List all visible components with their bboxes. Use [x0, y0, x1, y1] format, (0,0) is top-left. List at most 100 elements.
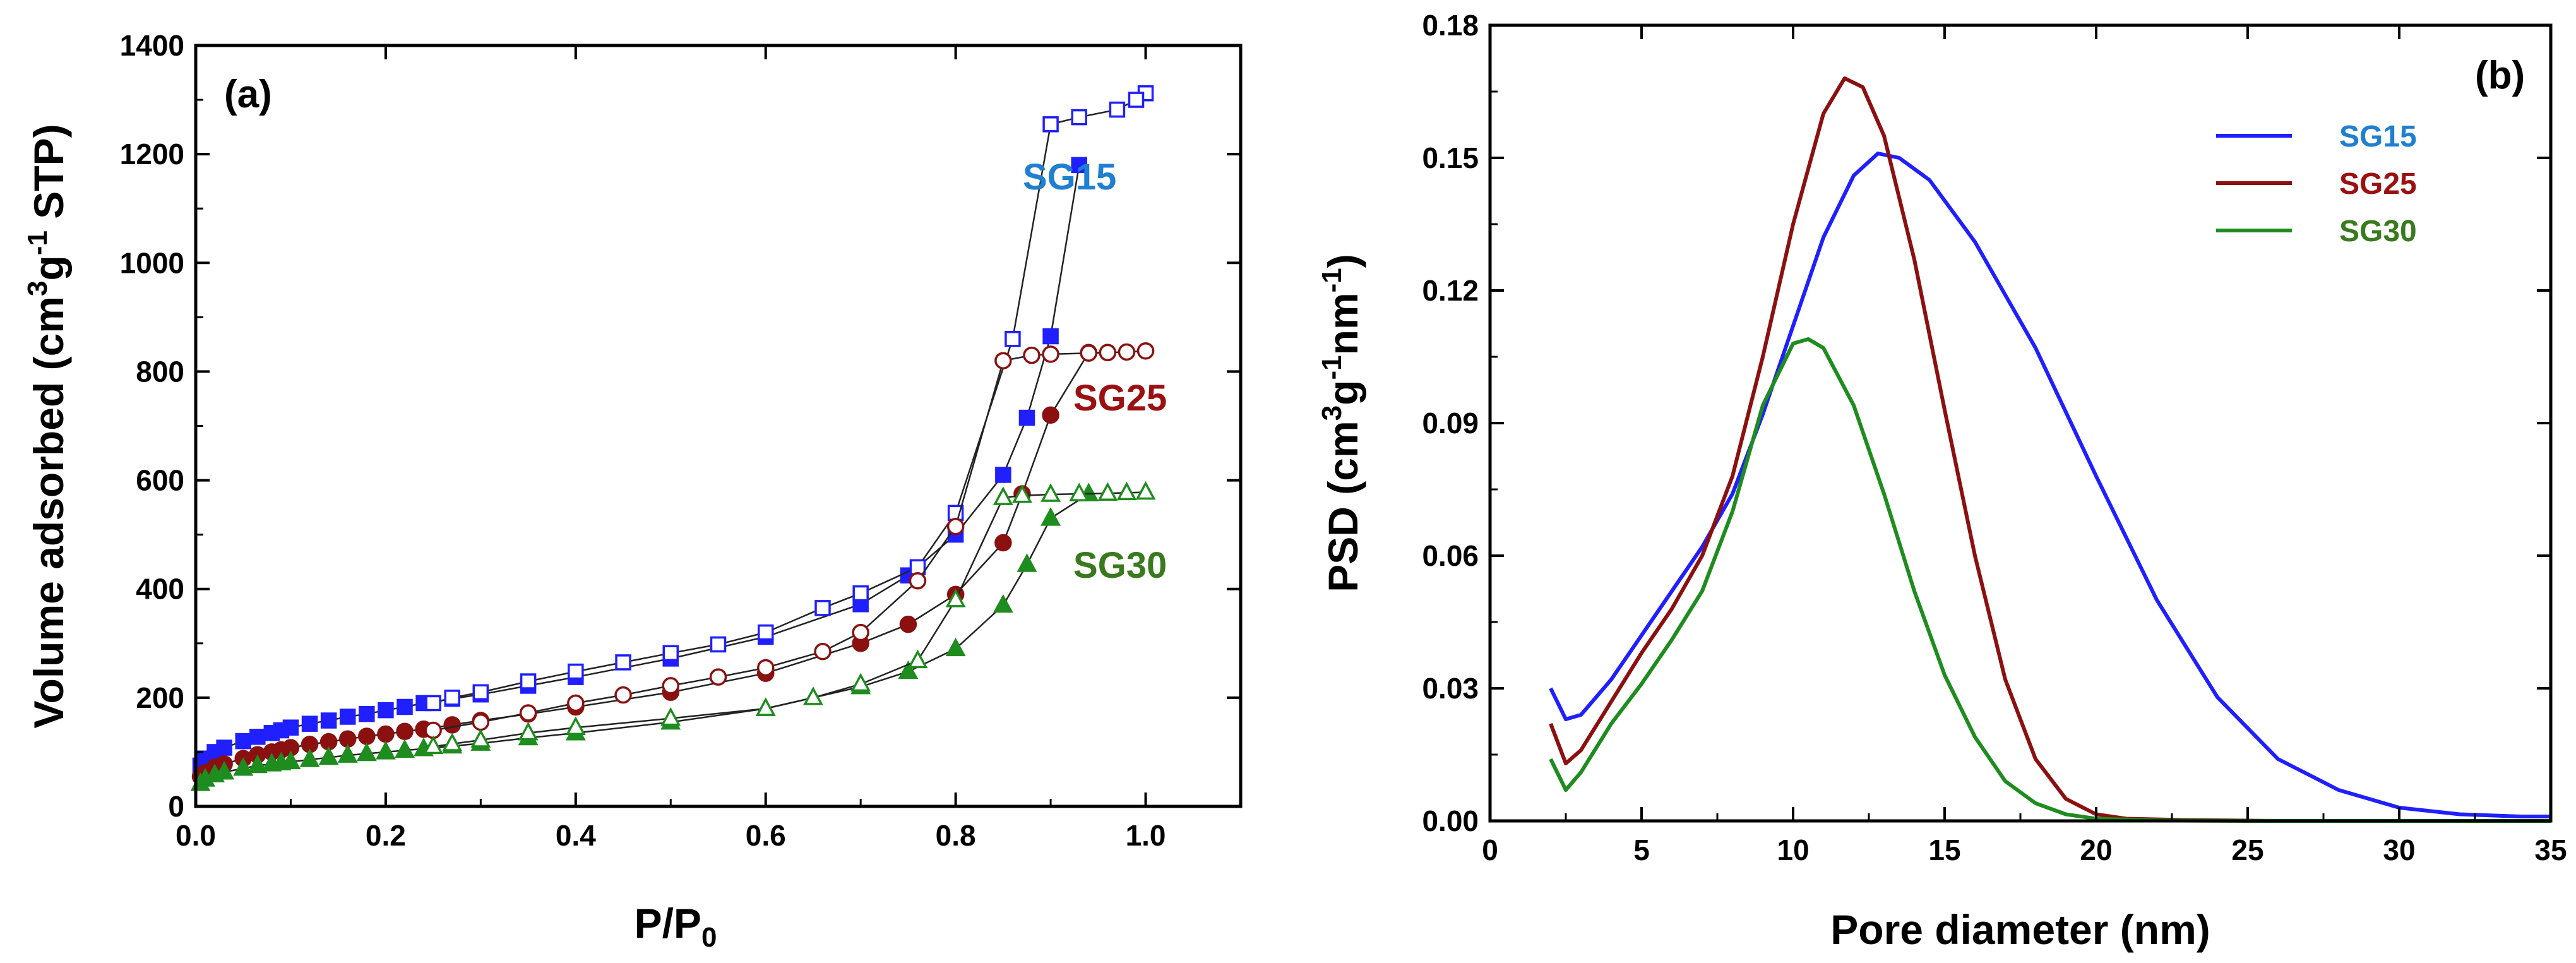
b-y-tick-label: 0.06 [1422, 539, 1479, 572]
sg30-desorption-point [1069, 482, 1090, 501]
sg30-desorption-point [470, 729, 491, 748]
a-y-axis-sup1: 3 [22, 281, 53, 296]
sg25-adsorption-point [377, 725, 395, 743]
sg30-desorption-point [993, 486, 1013, 505]
b-y-axis-mid: g [1320, 380, 1366, 405]
a-x-tick-label: 0.6 [746, 819, 786, 852]
a-label-sg15: SG15 [1023, 157, 1116, 198]
b-x-axis-title: Pore diameter (nm) [1830, 906, 2210, 953]
b-y-axis-sup3: -1 [1316, 268, 1347, 292]
sg30-adsorption-point [395, 739, 415, 758]
b-y-axis-title: PSD (cm3g-1nm-1) [1316, 254, 1366, 592]
b-x-tick-label: 20 [2080, 834, 2112, 866]
b-y-axis-end: ) [1320, 254, 1366, 268]
a-x-axis-title: P/P0 [635, 900, 717, 953]
sg15-desorption-point [1042, 116, 1059, 133]
legend-label-sg25: SG25 [2339, 167, 2417, 201]
sg30-desorption-point [945, 589, 966, 607]
sg30-desorption-point [1097, 482, 1118, 501]
sg25-adsorption-point [443, 716, 461, 734]
sg25-desorption-point [709, 668, 727, 686]
sg30-adsorption-point [375, 741, 396, 760]
b-x-tick-label: 0 [1482, 834, 1498, 866]
b-x-tick-label: 25 [2231, 834, 2263, 866]
b-y-axis-mid2: nm [1320, 292, 1366, 355]
a-y-tick-label: 400 [136, 573, 184, 606]
sg30-desorption-point [423, 735, 444, 755]
sg30-adsorption-point [318, 746, 339, 765]
sg15-adsorption-point [235, 733, 251, 750]
a-y-tick-label: 200 [136, 681, 184, 714]
sg30-desorption-point [1012, 484, 1032, 503]
sg25-desorption-point [472, 713, 490, 731]
sg30-desorption-point [907, 649, 928, 669]
b-y-tick-label: 0.18 [1422, 9, 1479, 42]
a-y-axis-mid: g [25, 255, 72, 280]
sg30-adsorption-point [299, 748, 320, 767]
sg30-desorption-point [660, 707, 681, 726]
sg30-adsorption-point [1041, 507, 1061, 526]
b-ticks: 0 5 10 15 20 25 30 35 0.00 0.03 0.06 0.09 0.12 0.15 0.… [1422, 9, 2567, 866]
b-x-tick-label: 35 [2534, 834, 2567, 866]
sg25-desorption-point [756, 659, 775, 677]
sg25-desorption-point [1099, 344, 1117, 362]
sg30-adsorption-point [233, 757, 254, 776]
b-y-tick-label: 0.00 [1422, 804, 1479, 837]
sg15-adsorption-point [1042, 328, 1059, 345]
b-y-tick-label: 0.12 [1422, 274, 1479, 307]
sg30-adsorption-point [993, 594, 1013, 613]
sg25-desorption-point [814, 642, 832, 661]
legend-label-sg30: SG30 [2339, 215, 2417, 248]
a-x-tick-label: 0.8 [936, 819, 976, 852]
a-y-axis-sup2: -1 [22, 230, 53, 255]
a-y-axis-title: Volume adsorbed (cm3g-1 STP) [22, 124, 72, 728]
a-x-axis-subscript: 0 [701, 922, 717, 953]
sg15-adsorption-point [216, 739, 232, 756]
sg25-desorption-point [1023, 346, 1041, 364]
sg15-adsorption-point [339, 709, 356, 725]
sg30-desorption-point [1135, 481, 1156, 500]
sg15-desorption-point [568, 663, 584, 680]
sg30-adsorption-point [247, 754, 268, 774]
sg25-desorption-point [567, 694, 585, 712]
panel-a: 0.0 0.2 0.4 0.6 0.8 1.0 0 200 400 600 800 1000 1200 1… [22, 29, 1243, 953]
sg15-desorption-point [662, 645, 679, 662]
b-panel-label: (b) [2475, 54, 2525, 97]
a-data-layer [190, 85, 1156, 791]
b-y-tick-label: 0.15 [1422, 141, 1479, 174]
sg15-adsorption-point [249, 729, 266, 745]
sg15-adsorption-point [282, 719, 299, 736]
sg15-adsorption-point [320, 712, 337, 729]
legend-label-sg15: SG15 [2339, 120, 2417, 153]
sg15-desorption-point [1128, 92, 1145, 108]
sg30-desorption-point [1116, 481, 1137, 501]
sg15-desorption-point [472, 684, 489, 700]
sg15-adsorption-point [301, 715, 318, 732]
sg15-desorption-point [520, 673, 537, 690]
sg25-desorption-point [519, 704, 537, 722]
sg30-desorption-point [850, 673, 871, 692]
sg15-desorption-point [444, 690, 460, 706]
b-y-axis-sup1: 3 [1316, 405, 1347, 421]
sg30-adsorption-point [280, 750, 301, 770]
a-y-tick-label: 1200 [120, 138, 184, 170]
sg25-desorption-point [994, 352, 1012, 369]
sg15-desorption-point [710, 636, 727, 653]
sg15-adsorption-point [995, 467, 1011, 483]
sg25-desorption-point [1136, 342, 1155, 360]
sg30-desorption-point [803, 686, 823, 705]
a-y-tick-label: 1000 [120, 246, 184, 279]
sg25-desorption-point [1118, 343, 1136, 361]
a-y-tick-label: 600 [136, 464, 184, 497]
a-y-tick-label: 1400 [120, 29, 184, 62]
sg30-adsorption-point [898, 660, 919, 679]
a-x-tick-label: 0.2 [366, 819, 406, 852]
sg15-desorption-point [425, 695, 441, 712]
sg25-desorption-point [1080, 344, 1098, 362]
sg15-adsorption-point [397, 698, 413, 715]
sg15-desorption-point [909, 559, 926, 576]
a-y-axis-end: STP) [25, 124, 72, 230]
a-x-tick-label: 0.0 [176, 819, 216, 852]
a-y-tick-label: 800 [136, 355, 184, 388]
